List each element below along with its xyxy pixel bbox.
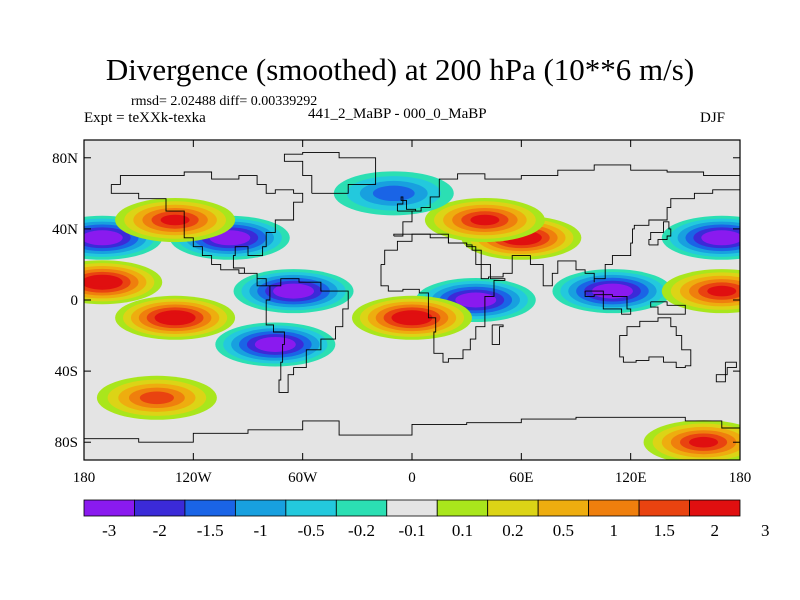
field-contour [160, 214, 190, 226]
field-contour [709, 233, 735, 243]
coastline [393, 164, 740, 287]
coastline [265, 278, 349, 393]
season-label: DJF [700, 110, 726, 126]
coastline [283, 151, 377, 194]
field-contour [470, 214, 500, 226]
colorbar-swatch [638, 499, 690, 517]
divergence-field [84, 140, 740, 460]
colorbar-label: 2 [711, 521, 720, 540]
field-contour [162, 313, 188, 323]
colorbar-swatch [487, 499, 539, 517]
colorbar-swatch [234, 499, 287, 517]
colorbar-label: -3 [102, 521, 116, 540]
colorbar-label: 0.5 [553, 521, 574, 540]
y-tick-label: 0 [71, 293, 79, 309]
x-tick-label: 60E [509, 470, 533, 486]
axis-ticks: 180 120W 60W 0 60E 120E 180 80N 40N 0 40S 80S [52, 140, 751, 486]
coastline [584, 290, 632, 315]
colorbar-swatch [537, 499, 590, 517]
colorbar-label: -0.1 [399, 521, 426, 540]
coastlines [84, 151, 740, 443]
x-tick-label: 120W [175, 470, 213, 486]
coastline [650, 301, 686, 315]
y-tick-label: 40S [55, 364, 78, 380]
colorbar-label: 0.1 [452, 521, 473, 540]
colorbar-swatch [285, 499, 337, 517]
x-tick-label: 0 [408, 470, 416, 486]
x-tick-label: 60W [288, 470, 318, 486]
x-tick-label: 180 [73, 470, 96, 486]
rmsd-diff-stats: rmsd= 2.02488 diff= 0.00339292 [131, 94, 318, 109]
colorbar-label: -1.5 [197, 521, 224, 540]
field-contour [689, 436, 719, 448]
y-tick-label: 80N [52, 151, 78, 167]
colorbar-label: -2 [153, 521, 167, 540]
field-contour [463, 295, 489, 305]
chart-title: Divergence (smoothed) at 200 hPa (10**6 … [105, 52, 695, 87]
coastline [648, 221, 672, 246]
colorbar-swatch [83, 499, 135, 517]
y-tick-label: 40N [52, 222, 78, 238]
coastline [380, 233, 506, 363]
experiment-comparison: 441_2_MaBP - 000_0_MaBP [308, 106, 487, 122]
coastline [84, 416, 740, 443]
colorbar: -3 -2 -1.5 -1 -0.5 -0.2 -0.1 0.1 0.2 0.5 1 1.5 2 3 [83, 499, 770, 540]
colorbar-swatch [335, 499, 388, 517]
coastline [619, 317, 692, 369]
colorbar-label: -0.5 [298, 521, 325, 540]
x-tick-label: 180 [729, 470, 752, 486]
field-contour [89, 277, 115, 287]
colorbar-label: 1 [610, 521, 619, 540]
field-contour [139, 391, 174, 405]
field-contour [280, 286, 307, 296]
field-contour [707, 285, 737, 297]
colorbar-swatch [436, 499, 489, 517]
colorbar-label: -0.2 [348, 521, 375, 540]
coastline [491, 324, 504, 345]
colorbar-label: 0.2 [502, 521, 523, 540]
field-contour [217, 233, 243, 243]
colorbar-swatch [184, 499, 236, 517]
colorbar-label: 3 [761, 521, 770, 540]
field-contour [372, 185, 415, 202]
field-contour [89, 233, 115, 243]
colorbar-swatch [386, 499, 438, 517]
field-contour [262, 339, 288, 350]
coastline [715, 361, 737, 383]
x-tick-label: 120E [615, 470, 647, 486]
coastline [110, 171, 304, 287]
colorbar-swatch [588, 499, 640, 517]
coastline [396, 196, 417, 212]
colorbar-swatch [689, 499, 741, 517]
experiment-id: Expt = teXXk-texka [84, 110, 206, 126]
field-contour [399, 313, 425, 323]
colorbar-swatch [134, 499, 186, 517]
field-contour [599, 286, 626, 296]
y-tick-label: 80S [55, 435, 78, 451]
colorbar-label: 1.5 [654, 521, 675, 540]
colorbar-label: -1 [254, 521, 268, 540]
